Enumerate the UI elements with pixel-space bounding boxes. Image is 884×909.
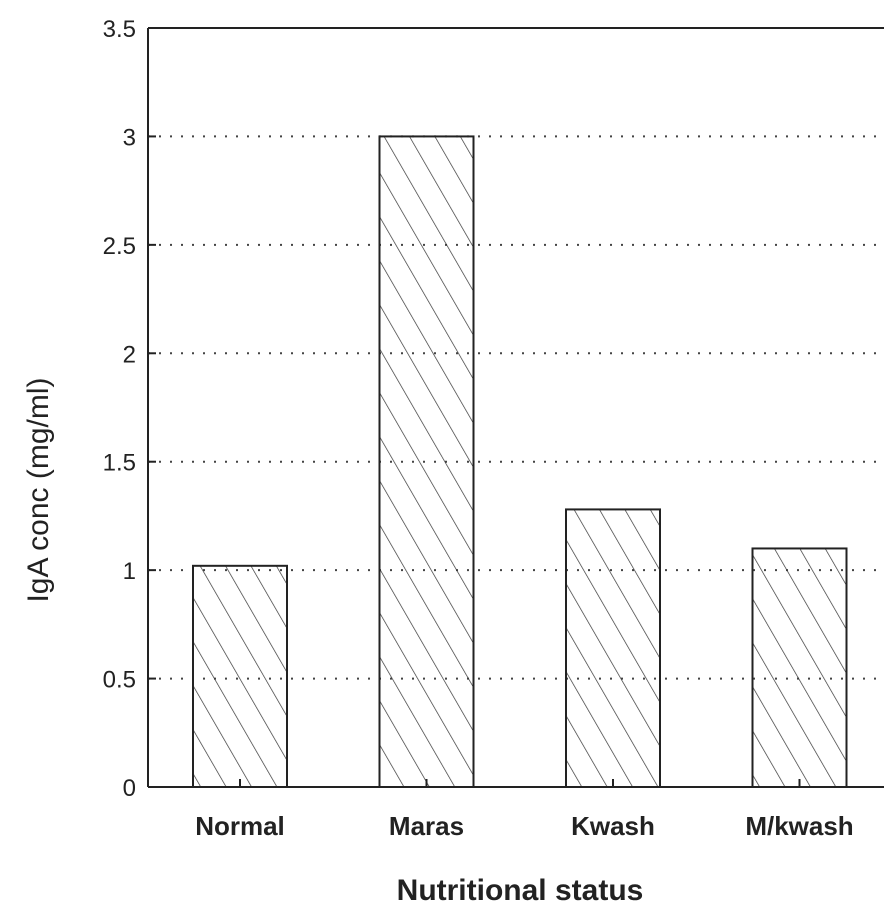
bars <box>192 135 848 789</box>
category-labels: Normal Maras Kwash M/kwash <box>195 811 853 841</box>
bar-kwash <box>565 508 661 788</box>
x-tick-label: M/kwash <box>745 811 853 841</box>
axes <box>147 27 884 788</box>
y-tick-label: 3.5 <box>103 16 136 43</box>
bar-normal <box>192 564 288 789</box>
y-tick-label: 2.5 <box>103 233 136 260</box>
x-axis-title: Nutritional status <box>397 874 644 907</box>
bar-m-kwash <box>751 547 848 789</box>
bar-maras <box>378 135 475 788</box>
y-tick-label: 1 <box>123 558 136 585</box>
y-tick-label: 1.5 <box>103 450 136 477</box>
y-tick-label: 0 <box>123 775 136 802</box>
y-tick-label: 3 <box>123 124 136 151</box>
y-tick-labels: 0 0.5 1 1.5 2 2.5 3 3.5 <box>103 16 156 802</box>
x-tick-label: Maras <box>389 811 464 841</box>
x-tick-label: Kwash <box>571 811 655 841</box>
y-axis-title: IgA conc (mg/ml) <box>22 377 55 602</box>
y-tick-label: 0.5 <box>103 667 136 694</box>
x-tick-label: Normal <box>195 811 285 841</box>
y-tick-label: 2 <box>123 341 136 368</box>
